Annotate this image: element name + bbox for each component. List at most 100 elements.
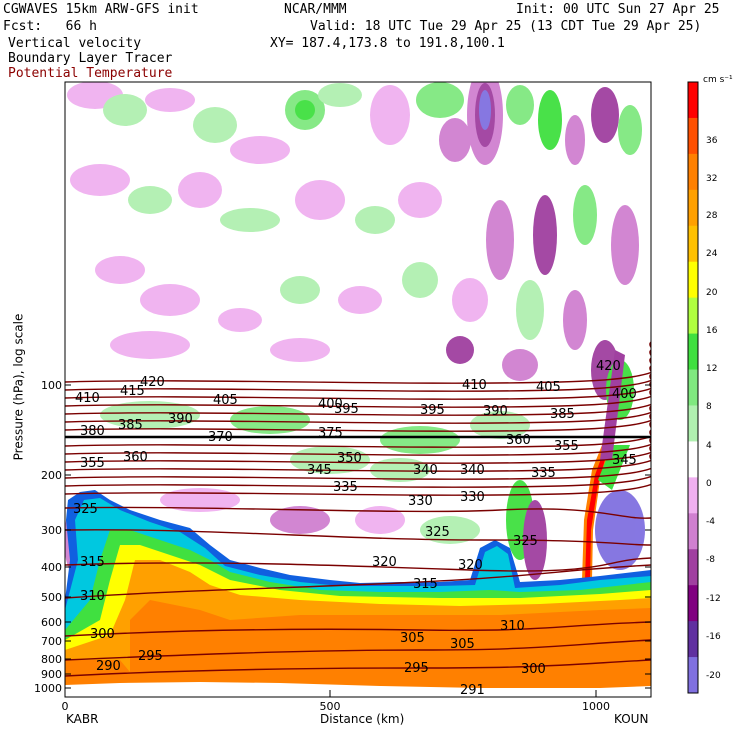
colorbar-swatch — [688, 657, 698, 694]
colorbar-label: -8 — [706, 555, 715, 565]
colorbar-label: -16 — [706, 632, 721, 642]
theta-contour — [65, 506, 651, 519]
colorbar-swatch — [688, 513, 698, 550]
theta-label: 340 — [413, 463, 438, 478]
theta-contour — [65, 445, 651, 488]
left-station-label: KABR — [66, 712, 99, 726]
x-tick-label: 1000 — [582, 700, 610, 713]
theta-label: 340 — [460, 463, 485, 478]
theta-label: 385 — [118, 418, 143, 433]
colorbar-swatch — [688, 333, 698, 371]
theta-label: 305 — [450, 637, 475, 652]
y-tick-label: 200 — [41, 469, 62, 482]
theta-label: 350 — [337, 451, 362, 466]
theta-label: 395 — [420, 403, 445, 418]
theta-label: 375 — [318, 426, 343, 441]
theta-contour — [65, 413, 651, 456]
colorbar-swatch — [688, 225, 698, 263]
theta-label: 415 — [120, 384, 145, 399]
theta-contour — [65, 421, 651, 464]
theta-label: 345 — [612, 453, 637, 468]
right-station-label: KOUN — [614, 712, 649, 726]
colorbar-label: 12 — [706, 364, 717, 374]
plot-field — [65, 82, 651, 697]
theta-contour — [65, 429, 651, 472]
colorbar-swatch — [688, 405, 698, 442]
colorbar-swatch — [688, 261, 698, 299]
theta-label: 325 — [73, 502, 98, 517]
y-tick-label: 100 — [41, 379, 62, 392]
theta-label: 360 — [123, 450, 148, 465]
theta-contour — [65, 437, 651, 480]
theta-contour — [65, 529, 651, 546]
colorbar-label: 32 — [706, 174, 717, 184]
colorbar-label: 28 — [706, 211, 718, 221]
y-axis-label: Pressure (hPa), log scale — [11, 313, 26, 461]
source-label: NCAR/MMM — [284, 2, 347, 17]
theta-label: 335 — [531, 466, 556, 481]
colorbar-swatch — [688, 117, 698, 155]
x-tick-label: 0 — [62, 700, 69, 713]
colorbar-label: 16 — [706, 326, 718, 336]
colorbar-swatch — [688, 585, 698, 622]
terrain — [65, 682, 651, 697]
theta-label: 310 — [80, 589, 105, 604]
colorbar-swatch — [688, 621, 698, 658]
y-tick-label: 900 — [41, 668, 62, 681]
theta-label: 370 — [208, 430, 233, 445]
colorbar-label: -12 — [706, 594, 721, 604]
y-tick-label: 1000 — [34, 682, 62, 695]
y-tick-label: 600 — [41, 616, 62, 629]
theta-label: 410 — [75, 391, 100, 406]
theta-contour — [65, 621, 651, 637]
colorbar-label: 24 — [706, 249, 718, 259]
theta-label: 290 — [96, 659, 121, 674]
theta-contour — [65, 564, 651, 599]
theta-contour — [65, 405, 651, 448]
colorbar-label: -4 — [706, 517, 715, 527]
theta-contour — [65, 373, 651, 416]
colorbar-swatch — [688, 153, 698, 191]
forecast-hour: Fcst: 66 h — [3, 19, 97, 34]
y-tick-label: 500 — [41, 591, 62, 604]
theta-label: 400 — [318, 397, 343, 412]
theta-label: 410 — [462, 378, 487, 393]
theta-label: 325 — [425, 525, 450, 540]
theta-label: 390 — [168, 412, 193, 427]
y-tick-label: 300 — [41, 524, 62, 537]
theta-label: 355 — [80, 456, 105, 471]
theta-label: 355 — [554, 439, 579, 454]
colorbar-label: 8 — [706, 402, 712, 412]
theta-label: 420 — [596, 359, 621, 374]
theta-label: 295 — [404, 661, 429, 676]
theta-label: 310 — [500, 619, 525, 634]
x-axis-label: Distance (km) — [320, 712, 405, 726]
theta-label: 335 — [333, 480, 358, 495]
theta-label: 291 — [460, 683, 485, 698]
colorbar-label: -20 — [706, 671, 721, 681]
y-tick-label: 400 — [41, 561, 62, 574]
theta-label: 395 — [334, 402, 359, 417]
theta-label: 400 — [612, 387, 637, 402]
theta-label: 305 — [400, 631, 425, 646]
theta-contour — [65, 557, 651, 572]
theta-label: 300 — [521, 662, 546, 677]
colorbar-label: 20 — [706, 288, 718, 298]
x-axis-ticks: 0 500 1000 — [62, 690, 610, 713]
field-label-bl-tracer: Boundary Layer Tracer — [8, 51, 173, 66]
theta-label: 405 — [536, 380, 561, 395]
colorbar-label: 0 — [706, 479, 712, 489]
theta-label: 330 — [460, 490, 485, 505]
colorbar-swatch — [688, 189, 698, 227]
x-tick-label: 500 — [320, 700, 341, 713]
theta-label: 345 — [307, 463, 332, 478]
theta-contour — [65, 639, 651, 661]
theta-label: 385 — [550, 407, 575, 422]
field-label-vertical-velocity: Vertical velocity — [8, 36, 142, 51]
colorbar-swatch — [688, 82, 698, 119]
colorbar-swatch — [688, 297, 698, 335]
theta-label: 420 — [140, 375, 165, 390]
